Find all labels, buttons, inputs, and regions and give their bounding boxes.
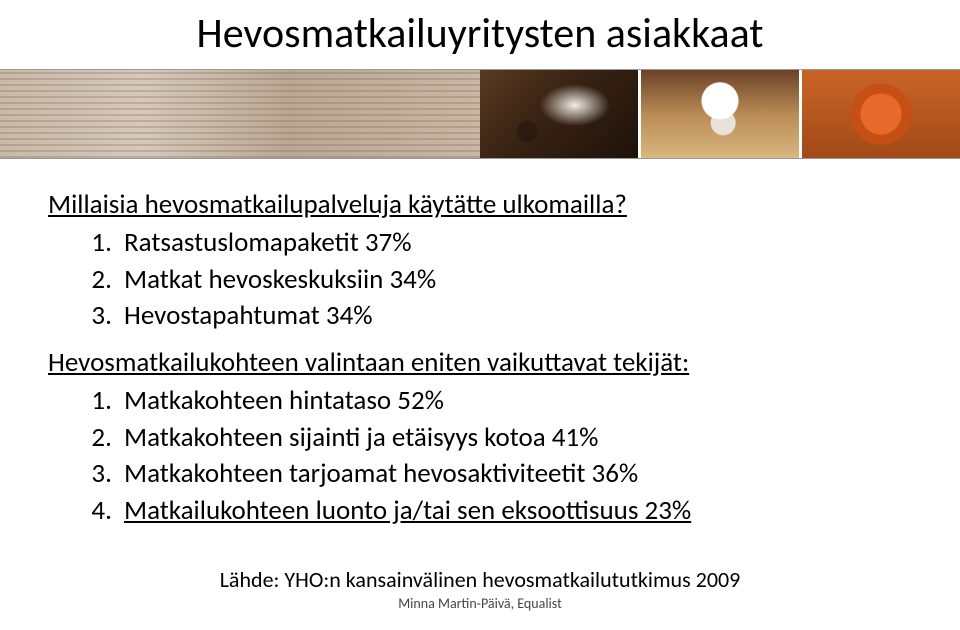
- slide-footer: Lähde: YHO:n kansainvälinen hevosmatkail…: [0, 566, 960, 612]
- list-item: Matkakohteen hintataso 52%: [118, 383, 912, 419]
- source-line: Lähde: YHO:n kansainvälinen hevosmatkail…: [0, 566, 960, 593]
- section1-heading: Millaisia hevosmatkailupalveluja käytätt…: [48, 187, 912, 223]
- page-title: Hevosmatkailuyritysten asiakkaat: [0, 0, 960, 69]
- list-item: Matkailukohteen luonto ja/tai sen eksoot…: [118, 493, 912, 529]
- section2-list: Matkakohteen hintataso 52% Matkakohteen …: [48, 383, 912, 529]
- list-item-underlined: Matkailukohteen luonto ja/tai sen eksoot…: [124, 494, 691, 527]
- slide-content: Millaisia hevosmatkailupalveluja käytätt…: [0, 159, 960, 529]
- list-item: Ratsastuslomapaketit 37%: [118, 225, 912, 261]
- author-line: Minna Martin-Päivä, Equalist: [0, 595, 960, 612]
- list-item: Matkat hevoskeskuksiin 34%: [118, 262, 912, 298]
- section1-list: Ratsastuslomapaketit 37% Matkat hevoskes…: [48, 225, 912, 334]
- banner-panel-1: [480, 70, 638, 158]
- banner-panels: [480, 70, 960, 158]
- list-item: Matkakohteen sijainti ja etäisyys kotoa …: [118, 420, 912, 456]
- decorative-banner: [0, 69, 960, 159]
- banner-panel-2: [638, 70, 799, 158]
- list-item: Hevostapahtumat 34%: [118, 298, 912, 334]
- list-item: Matkakohteen tarjoamat hevosaktiviteetit…: [118, 456, 912, 492]
- banner-panel-3: [799, 70, 960, 158]
- section2-heading: Hevosmatkailukohteen valintaan eniten va…: [48, 345, 912, 381]
- banner-texture-left: [0, 70, 480, 158]
